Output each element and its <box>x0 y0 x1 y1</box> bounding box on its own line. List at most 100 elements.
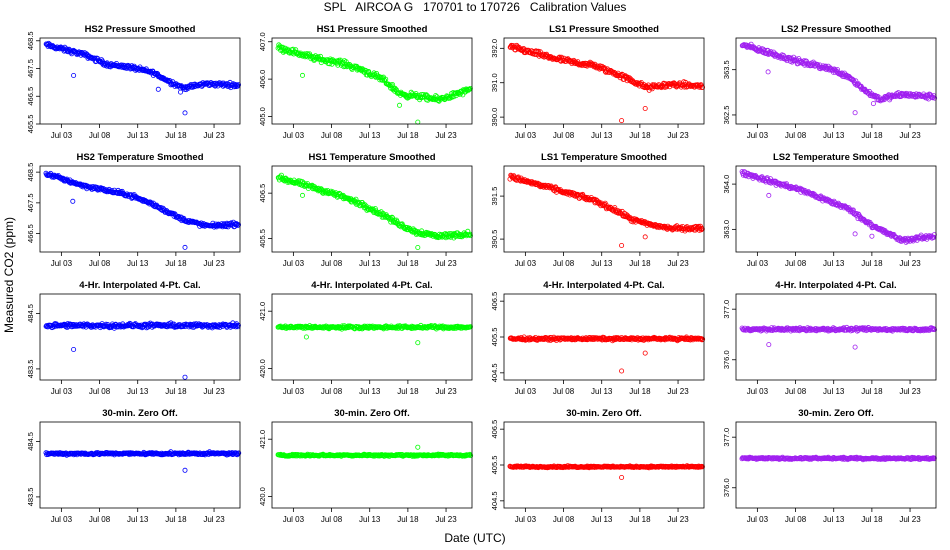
outlier-point <box>299 192 305 198</box>
data-point <box>236 450 242 456</box>
data-point <box>207 83 213 89</box>
panel-frame <box>39 421 241 509</box>
y-tick-label: 391.5 <box>490 187 499 206</box>
x-tick-label: Jul 23 <box>435 259 457 268</box>
y-tick-label: 405.5 <box>490 456 499 475</box>
panel-12: 4-Hr. Interpolated 4-Pt. Cal.Jul 03 Jul 0… <box>722 280 938 396</box>
data-point <box>159 207 165 213</box>
x-tick-label: Jul 03 <box>283 515 305 524</box>
data-point <box>332 324 338 330</box>
x-tick-label: Jul 23 <box>667 387 689 396</box>
x-tick-label: Jul 18 <box>397 259 419 268</box>
panel-title: LS2 Temperature Smoothed <box>773 152 899 163</box>
panel-frame <box>271 421 473 509</box>
x-tick-label: Jul 13 <box>823 259 845 268</box>
outlier-point <box>852 344 858 350</box>
x-tick-label: Jul 18 <box>397 515 419 524</box>
y-tick-label: 407.0 <box>258 32 267 51</box>
y-tick-label: 404.5 <box>490 491 499 510</box>
x-tick-label: Jul 23 <box>667 131 689 140</box>
data-point <box>850 77 856 83</box>
outlier-point <box>415 340 421 346</box>
panel-9: 4-Hr. Interpolated 4-Pt. Cal.Jul 03 Jul 0… <box>26 280 241 396</box>
data-point <box>99 57 105 63</box>
panel-title: 30-min. Zero Off. <box>102 408 177 419</box>
y-tick-label: 406.5 <box>490 420 499 439</box>
data-point <box>467 324 473 330</box>
outlier-point <box>619 474 625 480</box>
y-tick-label: 376.0 <box>722 350 731 369</box>
x-tick-label: Jul 18 <box>861 387 883 396</box>
x-tick-label: Jul 23 <box>203 387 225 396</box>
panel-points <box>275 322 473 346</box>
data-point <box>394 219 400 225</box>
y-tick-label: 484.5 <box>26 432 35 451</box>
panel-points <box>275 444 474 459</box>
panel-frame <box>39 293 241 381</box>
panel-11: 4-Hr. Interpolated 4-Pt. Cal.Jul 03 Jul 0… <box>490 280 706 396</box>
outlier-point <box>396 102 402 108</box>
outlier-point <box>766 342 772 348</box>
x-tick-label: Jul 23 <box>667 259 689 268</box>
x-tick-label: Jul 13 <box>359 131 381 140</box>
panel-title: LS2 Pressure Smoothed <box>781 24 891 35</box>
x-tick-label: Jul 08 <box>785 131 807 140</box>
data-point <box>697 226 703 232</box>
data-point <box>150 202 156 208</box>
panel-points <box>507 334 706 374</box>
y-tick-label: 467.5 <box>26 59 35 78</box>
panel-title: HS1 Temperature Smoothed <box>308 152 435 163</box>
panel-points <box>43 449 242 473</box>
data-point <box>612 205 618 211</box>
data-point <box>932 95 938 101</box>
x-tick-label: Jul 08 <box>553 131 575 140</box>
data-point <box>508 42 514 48</box>
panel-title: LS1 Temperature Smoothed <box>541 152 667 163</box>
data-point <box>467 233 473 239</box>
data-point <box>575 59 581 65</box>
panel-title: HS1 Pressure Smoothed <box>317 24 428 35</box>
outlier-point <box>642 234 648 240</box>
outlier-point <box>70 198 76 204</box>
x-tick-label: Jul 18 <box>165 387 187 396</box>
panel-frame <box>735 37 937 125</box>
panel-frame <box>271 293 473 381</box>
panel-frame <box>735 293 937 381</box>
y-tick-label: 405.0 <box>258 107 267 126</box>
y-tick-label: 363.5 <box>722 60 731 79</box>
x-tick-label: Jul 08 <box>553 387 575 396</box>
data-point <box>388 219 394 225</box>
outlier-point <box>415 444 421 450</box>
y-tick-label: 467.5 <box>26 193 35 212</box>
panel-frame <box>39 37 241 125</box>
x-tick-label: Jul 23 <box>899 259 921 268</box>
y-tick-label: 392.0 <box>490 39 499 58</box>
figure-title: SPL AIRCOA G 170701 to 170726 Calibratio… <box>323 0 627 14</box>
y-tick-label: 483.5 <box>26 360 35 379</box>
data-point <box>662 337 668 343</box>
x-tick-label: Jul 03 <box>747 387 769 396</box>
panel-points <box>43 40 241 116</box>
x-tick-label: Jul 03 <box>747 131 769 140</box>
data-point <box>932 327 938 333</box>
y-tick-label: 390.5 <box>490 230 499 249</box>
panel-10: 4-Hr. Interpolated 4-Pt. Cal.Jul 03 Jul 0… <box>258 280 473 396</box>
data-point <box>409 93 415 99</box>
x-tick-label: Jul 13 <box>127 387 149 396</box>
panel-frame <box>271 37 473 125</box>
outlier-point <box>642 350 648 356</box>
panel-points <box>507 172 705 248</box>
panel-points <box>43 170 241 250</box>
panel-title: HS2 Pressure Smoothed <box>85 24 196 35</box>
panel-title: 4-Hr. Interpolated 4-Pt. Cal. <box>775 280 896 291</box>
data-point <box>835 67 841 73</box>
data-point <box>792 326 798 332</box>
outlier-point <box>869 233 875 239</box>
y-tick-label: 420.0 <box>258 359 267 378</box>
panel-points <box>739 169 937 245</box>
data-point <box>700 336 706 342</box>
data-point <box>335 62 341 68</box>
x-tick-label: Jul 23 <box>667 515 689 524</box>
x-tick-label: Jul 18 <box>861 131 883 140</box>
